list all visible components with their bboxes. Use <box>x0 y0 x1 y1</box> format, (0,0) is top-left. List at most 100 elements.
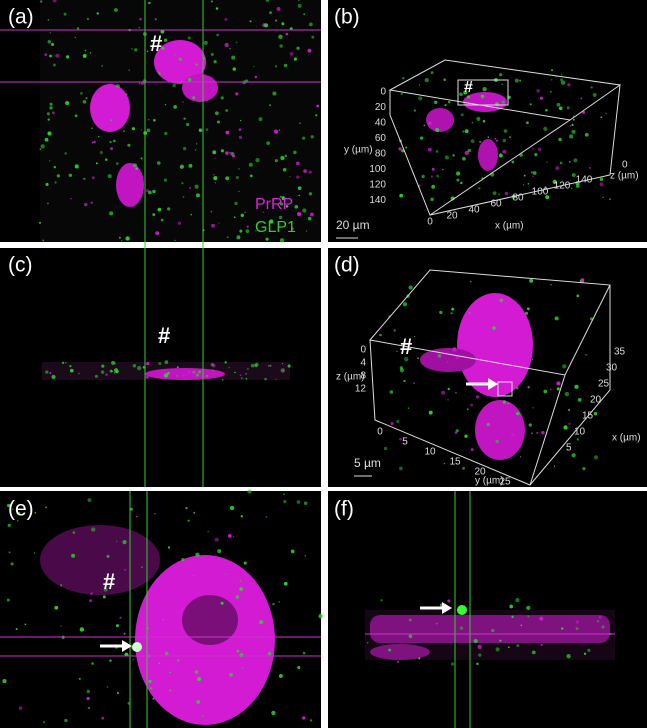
speck <box>265 238 268 241</box>
speck <box>92 176 95 179</box>
speck <box>264 378 267 381</box>
speck <box>44 53 47 56</box>
speck <box>85 97 87 99</box>
speck <box>558 138 561 141</box>
speck <box>516 387 519 390</box>
speck <box>214 158 215 159</box>
speck <box>192 371 195 374</box>
speck <box>109 141 111 143</box>
speck <box>116 162 119 165</box>
speck <box>146 362 149 365</box>
speck <box>310 719 312 721</box>
panel-label: (b) <box>334 6 360 29</box>
speck <box>591 86 593 88</box>
speck <box>507 403 509 405</box>
speck <box>468 149 472 153</box>
tick-label: 10 <box>574 427 586 438</box>
speck <box>165 360 169 364</box>
speck <box>447 399 448 400</box>
tick-label: 140 <box>576 175 593 186</box>
axis-label: y (µm) <box>475 476 504 487</box>
speck <box>316 105 319 108</box>
speck <box>597 620 599 622</box>
speck <box>105 158 108 161</box>
hash-marker: # <box>158 323 170 348</box>
tick-label: 20 <box>446 211 458 222</box>
speck <box>124 633 126 635</box>
speck <box>234 372 236 374</box>
speck <box>479 141 481 143</box>
speck <box>574 385 578 389</box>
speck <box>9 551 11 553</box>
speck <box>534 153 537 156</box>
speck <box>587 649 590 652</box>
speck <box>464 435 467 438</box>
speck <box>414 336 415 337</box>
speck <box>34 552 35 553</box>
speck <box>284 582 288 586</box>
speck <box>495 102 499 106</box>
speck <box>77 27 79 29</box>
speck <box>87 18 89 20</box>
tick-label: 8 <box>360 371 366 382</box>
speck <box>543 390 547 394</box>
speck <box>236 176 239 179</box>
speck <box>511 433 515 437</box>
speck <box>247 489 251 493</box>
speck <box>2 679 6 683</box>
speck <box>428 148 432 152</box>
speck <box>476 663 478 665</box>
speck <box>196 700 200 704</box>
speck <box>431 175 433 177</box>
speck <box>523 184 524 185</box>
speck <box>107 686 109 688</box>
speck <box>110 147 113 150</box>
speck <box>269 365 271 367</box>
speck <box>164 373 168 377</box>
tick-label: 0 <box>622 160 628 171</box>
speck <box>111 370 113 372</box>
speck <box>470 404 473 407</box>
speck <box>284 64 287 67</box>
speck <box>189 164 193 168</box>
speck <box>107 555 110 558</box>
speck <box>211 53 214 56</box>
speck <box>101 717 104 720</box>
speck <box>298 195 300 197</box>
speck <box>213 174 215 176</box>
speck <box>297 212 301 216</box>
speck <box>289 176 290 177</box>
speck <box>206 128 209 131</box>
speck <box>158 362 161 365</box>
speck <box>101 65 103 67</box>
speck <box>560 162 563 165</box>
speck <box>483 120 486 123</box>
speck <box>141 129 142 130</box>
speck <box>97 12 99 14</box>
speck <box>438 354 442 358</box>
speck <box>43 721 45 723</box>
speck <box>290 52 294 56</box>
speck <box>414 109 416 111</box>
speck <box>420 137 423 140</box>
tick-label: 4 <box>360 358 366 369</box>
speck <box>70 198 72 200</box>
speck <box>163 619 165 621</box>
hash-marker: # <box>150 31 162 56</box>
speck <box>298 4 302 8</box>
speck <box>398 147 401 150</box>
speck <box>520 625 522 627</box>
speck <box>502 150 506 154</box>
speck <box>439 311 442 314</box>
speck <box>476 395 479 398</box>
speck <box>247 226 249 228</box>
speck <box>64 152 66 154</box>
speck <box>561 74 563 76</box>
speck <box>309 192 312 195</box>
speck <box>154 513 156 515</box>
speck <box>571 124 573 126</box>
speck <box>536 89 540 93</box>
speck <box>447 361 448 362</box>
speck <box>444 104 446 106</box>
speck <box>164 132 167 135</box>
